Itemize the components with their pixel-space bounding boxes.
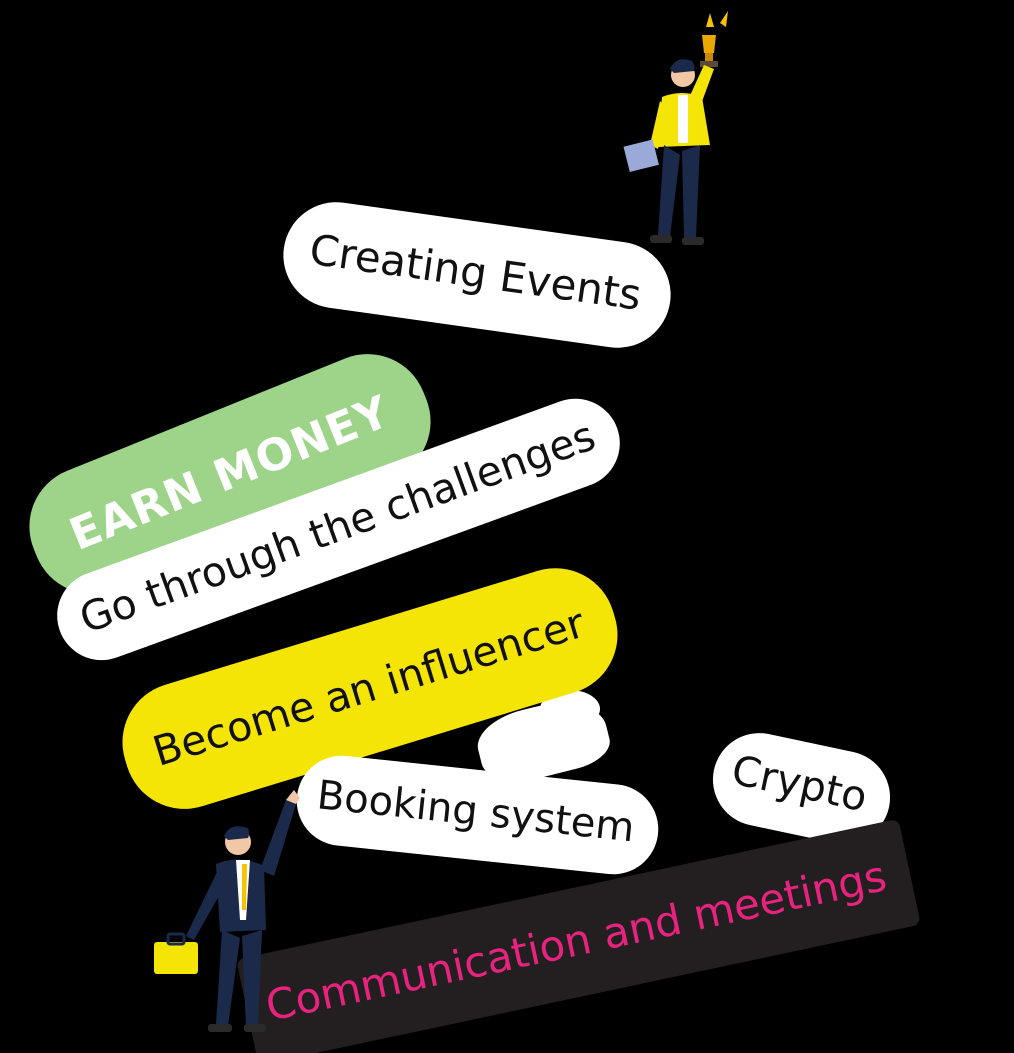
tag-communication-label: Communication and meetings [261, 851, 891, 1031]
person-with-trophy-icon [623, 11, 728, 245]
trophy-icon [700, 11, 728, 67]
tag-booking-system-label: Booking system [314, 772, 637, 852]
businessman-with-briefcase-icon [154, 790, 300, 1032]
tag-crypto-label: Crypto [727, 745, 872, 822]
tag-booking-system: Booking system [292, 751, 663, 879]
tag-creating-events-label: Creating Events [306, 224, 645, 320]
